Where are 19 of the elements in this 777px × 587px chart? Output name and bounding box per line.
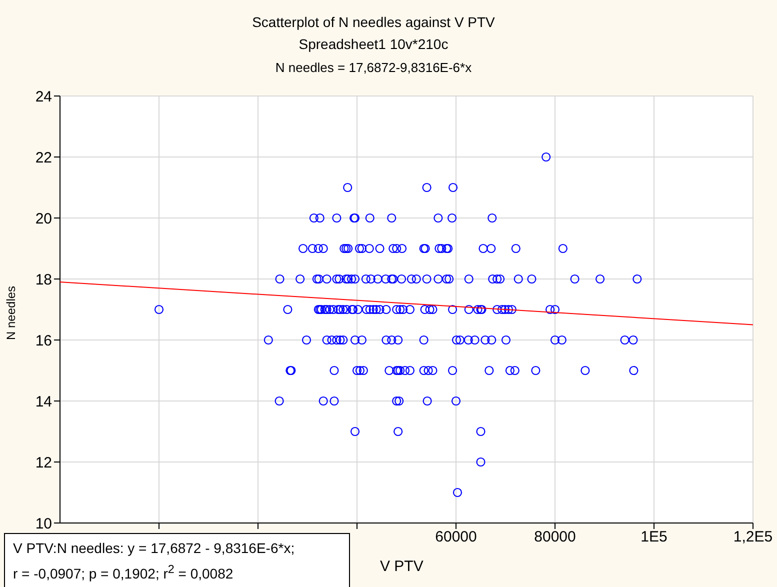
text: r = -0,0907; p = 0,1902; r$^{2}$ = 0,0082	[13, 562, 234, 584]
y-axis-title: N needles	[4, 286, 18, 340]
text: N needles = 17,6872-9,8316E-6*x	[274, 60, 473, 75]
y-tick-label: 16	[35, 332, 52, 350]
y-tick-label: 12	[35, 454, 52, 472]
y-tick-label: 18	[35, 271, 52, 288]
chart-title: Scatterplot of N needles against V PTV	[251, 14, 496, 30]
y-tick-label: 22	[35, 149, 52, 166]
x-tick-label: 80000	[534, 528, 576, 546]
x-tick-label: 60000	[435, 528, 477, 546]
text: V PTV:N needles: y = 17,6872 - 9,8316E-6*x;	[13, 539, 296, 558]
y-tick-label: 20	[35, 210, 52, 228]
chart-subtitle: Spreadsheet1 10v*210c	[298, 36, 450, 52]
y-tick-label: 24	[35, 88, 52, 106]
x-tick-label: 1,2E5	[733, 528, 773, 546]
y-tick-label: 10	[35, 515, 52, 532]
x-tick-label: 1E5	[640, 528, 668, 546]
x-axis-title: V PTV	[380, 558, 424, 575]
y-tick-label: 14	[35, 393, 52, 410]
